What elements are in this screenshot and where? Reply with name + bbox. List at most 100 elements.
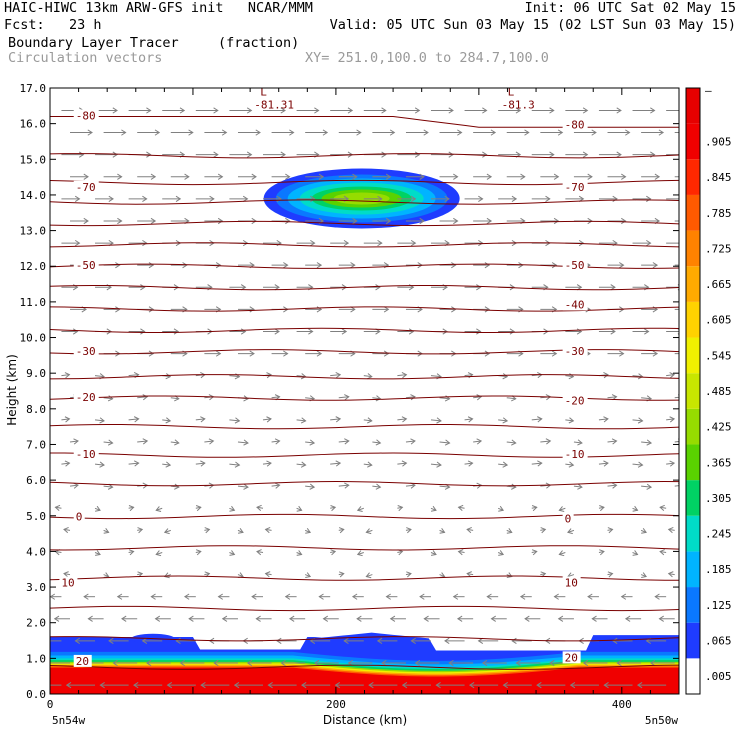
- wind-vector-head: [641, 528, 647, 534]
- wind-vector-head: [256, 504, 262, 511]
- wind-vector: [397, 418, 407, 421]
- temperature-contour: [50, 220, 679, 227]
- wind-vector: [128, 418, 139, 421]
- wind-vector: [439, 441, 450, 444]
- colorbar-swatch: [686, 373, 700, 409]
- wind-vector: [531, 418, 542, 421]
- wind-vector-head: [430, 550, 437, 556]
- y-tick-label: 3.0: [26, 581, 46, 594]
- wind-vector-head: [408, 328, 415, 335]
- wind-vector-head: [229, 505, 236, 512]
- wind-vector-head: [264, 571, 271, 578]
- wind-vector: [430, 463, 442, 466]
- wind-vector-head: [330, 549, 337, 556]
- wind-vector-head: [213, 107, 219, 114]
- wind-vector-head: [343, 637, 349, 644]
- wind-vector-head: [142, 394, 149, 401]
- wind-vector: [156, 507, 163, 511]
- wind-vector-head: [308, 328, 314, 335]
- wind-vector-head: [641, 572, 647, 578]
- low-value: -81.3: [502, 99, 535, 112]
- low-marker: L: [508, 86, 515, 99]
- wind-vector: [229, 463, 240, 466]
- wind-vector: [607, 396, 617, 399]
- wind-vector-head: [322, 615, 329, 622]
- wind-vector-head: [174, 395, 180, 402]
- wind-vector-head: [146, 151, 152, 158]
- wind-vector-head: [183, 593, 190, 600]
- wind-vector: [540, 440, 551, 443]
- wind-vector-head: [74, 239, 81, 247]
- wind-vector-head: [266, 416, 272, 423]
- wind-vector-head: [484, 350, 491, 357]
- wind-vector-head: [502, 681, 508, 689]
- colorbar-swatch: [686, 301, 700, 338]
- wind-vector-head: [577, 439, 583, 446]
- wind-vector-head: [103, 572, 110, 578]
- wind-vector-head: [375, 395, 382, 402]
- wind-vector: [641, 485, 652, 488]
- wind-vector-head: [296, 505, 303, 512]
- contour-label-bg: [73, 391, 99, 404]
- wind-vector-head: [285, 217, 291, 225]
- wind-vector: [170, 441, 179, 444]
- y-tick-label: 12.0: [20, 260, 47, 273]
- wind-vector-head: [468, 681, 475, 689]
- wind-vector-head: [448, 107, 454, 114]
- wind-vector-head: [300, 461, 307, 468]
- wind-vector-head: [619, 350, 625, 357]
- wind-vector-head: [644, 328, 650, 335]
- contour-label-bg: [562, 448, 588, 461]
- wind-vector-head: [401, 416, 408, 423]
- wind-vector: [397, 374, 407, 377]
- wind-vector-head: [667, 526, 674, 534]
- wind-vector-head: [305, 528, 312, 534]
- wind-vector: [103, 485, 113, 488]
- wind-vector: [137, 396, 148, 399]
- wind-vector-head: [195, 505, 202, 512]
- y-axis: 0.0 1.0 2.0 3.0 4.0 5.0 6.0 7.0 8.0 9.0 10.0 11.0 12…: [20, 82, 679, 701]
- wind-vector: [330, 374, 341, 377]
- tracer-field: [50, 168, 679, 694]
- wind-vector: [372, 441, 381, 444]
- wind-vector-head: [121, 615, 127, 622]
- temperature-contour: [50, 481, 679, 487]
- wind-vector-head: [221, 615, 228, 622]
- wind-vector-head: [128, 505, 135, 512]
- wind-vector-head: [419, 173, 425, 180]
- wind-vector-head: [536, 681, 542, 689]
- wind-vector-head: [95, 550, 101, 556]
- contour-label-bg: [73, 109, 99, 122]
- wind-vector-head: [137, 571, 144, 578]
- wind-vector: [458, 506, 465, 509]
- wind-vector-head: [165, 373, 172, 380]
- wind-vector-head: [453, 173, 459, 180]
- wind-vector-head: [334, 681, 341, 689]
- wind-vector: [103, 441, 113, 444]
- wind-vector-head: [457, 549, 464, 556]
- contour-label-bg: [73, 344, 99, 357]
- temperature-contour: [50, 575, 679, 581]
- wind-vector-head: [133, 416, 140, 423]
- temperature-contour: [50, 636, 679, 642]
- wind-vector-head: [249, 350, 255, 357]
- field-units: (fraction): [218, 35, 300, 51]
- y-tick-label: 10.0: [20, 332, 47, 345]
- x-axis: 0 200 400: [47, 88, 680, 711]
- wind-vector: [372, 485, 381, 488]
- wind-vector-head: [448, 659, 454, 667]
- wind-vector-head: [506, 528, 513, 534]
- wind-vector-head: [375, 483, 382, 490]
- contour-label: -40: [565, 298, 585, 311]
- wind-vector-head: [309, 483, 316, 490]
- wind-vector: [170, 397, 179, 400]
- wind-vector: [296, 463, 306, 466]
- wind-vector: [55, 506, 62, 509]
- temperature-contour: [50, 605, 679, 612]
- wind-vector-head: [368, 681, 374, 689]
- wind-vector-head: [137, 527, 144, 534]
- wind-vector-head: [385, 173, 392, 180]
- wind-vector-head: [251, 593, 257, 600]
- wind-vector-head: [255, 615, 261, 622]
- wind-vector-head: [582, 151, 589, 158]
